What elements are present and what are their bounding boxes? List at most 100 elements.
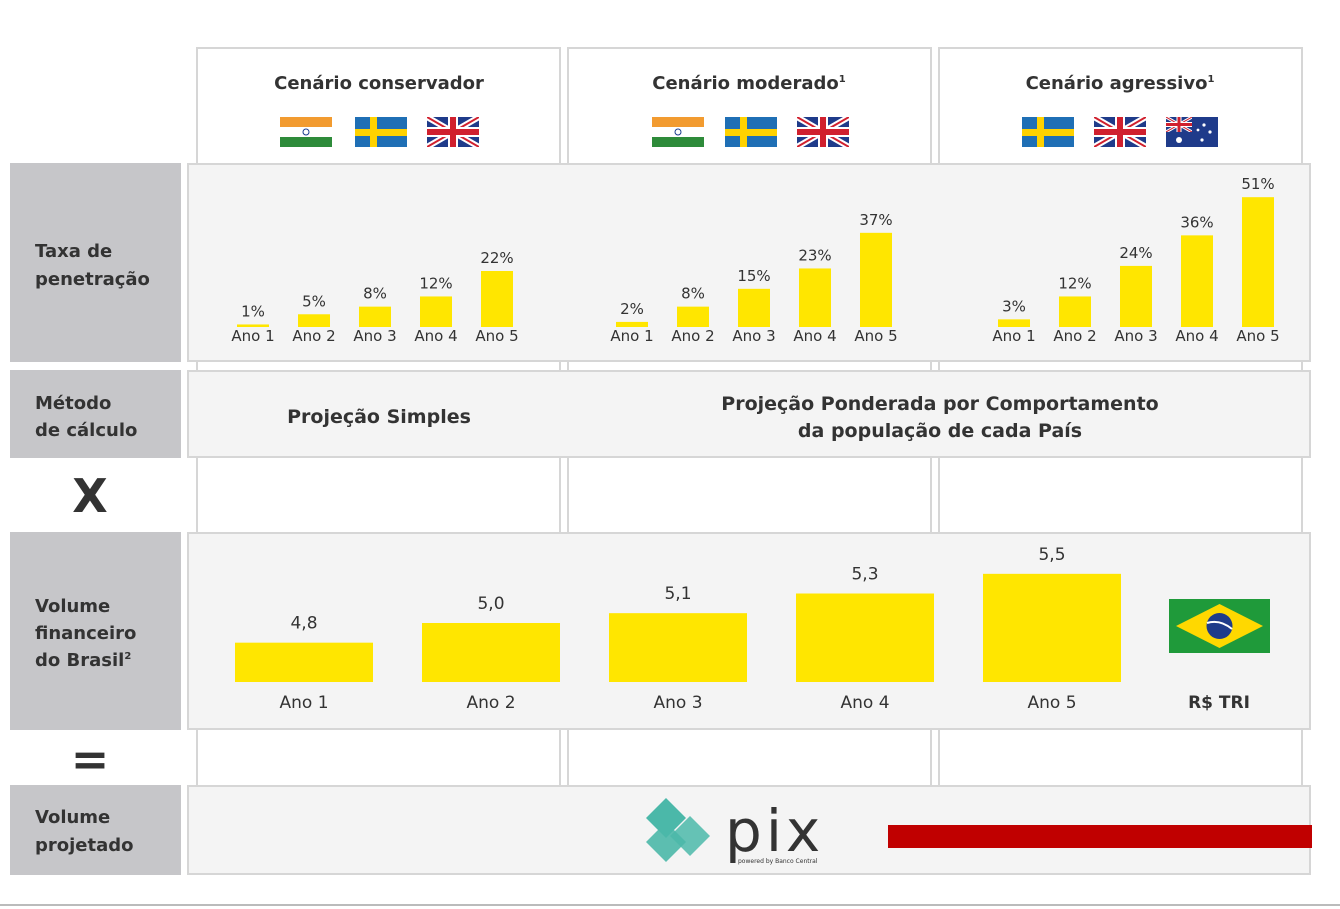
- flag: [1166, 117, 1218, 147]
- bar: [677, 306, 709, 327]
- flag: [797, 117, 849, 147]
- method-line: Projeção Simples: [287, 406, 471, 428]
- x-tick-label: Ano 4: [840, 693, 889, 713]
- redaction-bar: [888, 825, 1312, 848]
- bar-value-label: 36%: [1180, 213, 1213, 231]
- row-box: [187, 163, 1311, 362]
- x-tick-label: Ano 3: [653, 693, 702, 713]
- x-tick-label: Ano 1: [231, 327, 274, 345]
- x-tick-label: Ano 2: [292, 327, 335, 345]
- x-tick-label: Ano 2: [671, 327, 714, 345]
- logo-tagline: powered by Banco Central: [738, 858, 818, 865]
- bar: [420, 296, 452, 327]
- bar: [1120, 265, 1152, 327]
- x-tick-label: Ano 5: [1027, 693, 1076, 713]
- x-tick-label: Ano 3: [732, 327, 775, 345]
- column-title: Cenário conservador: [274, 73, 484, 94]
- bar: [738, 288, 770, 327]
- row-label-box: [10, 785, 181, 875]
- row-label-line: Método: [35, 393, 111, 414]
- flag: [1022, 117, 1074, 147]
- bar: [983, 573, 1121, 682]
- row-label-box: [10, 532, 181, 730]
- bar: [796, 593, 934, 682]
- flag: [427, 117, 479, 147]
- row-label-line: financeiro: [35, 623, 136, 644]
- row-label-line: projetado: [35, 835, 134, 856]
- bar: [1181, 235, 1213, 327]
- row-label-line: de cálculo: [35, 420, 137, 441]
- footnote-mark: 1: [839, 74, 846, 85]
- unit-label: R$ TRI: [1188, 693, 1250, 713]
- bar-value-label: 23%: [798, 246, 831, 264]
- x-tick-label: Ano 2: [1053, 327, 1096, 345]
- bar-value-label: 15%: [737, 267, 770, 285]
- bar-value-label: 12%: [419, 274, 452, 292]
- x-tick-label: Ano 4: [793, 327, 836, 345]
- bar-value-label: 12%: [1058, 274, 1091, 292]
- row-label: Método de cálculo: [35, 393, 137, 441]
- flag: [652, 117, 704, 147]
- row-label-box: [10, 370, 181, 458]
- x-tick-label: Ano 4: [1175, 327, 1218, 345]
- logo-name: pix: [725, 797, 824, 865]
- column-title-text: Cenário conservador: [274, 73, 484, 94]
- bar: [237, 324, 269, 327]
- pix-logo: pix powered by Banco Central: [646, 797, 824, 865]
- bar-value-label: 37%: [859, 211, 892, 229]
- x-tick-label: Ano 5: [475, 327, 518, 345]
- flag: [1094, 117, 1146, 147]
- x-tick-label: Ano 5: [1236, 327, 1279, 345]
- bar-value-label: 51%: [1241, 175, 1274, 193]
- method-text: Projeção Ponderada por Comportamento da p…: [721, 393, 1158, 442]
- footnote-mark: 1: [1207, 74, 1214, 85]
- method-text: Projeção Simples: [287, 406, 471, 428]
- row-box: [187, 370, 1311, 458]
- column-title-text: Cenário agressivo: [1026, 73, 1208, 94]
- bar: [359, 306, 391, 327]
- row-label-line: Volume: [35, 596, 110, 617]
- bar: [422, 623, 560, 682]
- method-line: Projeção Ponderada por Comportamento: [721, 393, 1158, 415]
- row-label-line: penetração: [35, 269, 150, 290]
- bar: [616, 321, 648, 327]
- column-title-text: Cenário moderado: [652, 73, 839, 94]
- flag: [355, 117, 407, 147]
- method-line: da população de cada País: [798, 420, 1082, 442]
- column-title: Cenário moderado1: [652, 73, 846, 94]
- bar-value-label: 24%: [1119, 244, 1152, 262]
- x-tick-label: Ano 4: [414, 327, 457, 345]
- bar: [799, 268, 831, 327]
- bottom-rule: [0, 904, 1340, 906]
- row-label-line: Taxa de: [35, 241, 112, 262]
- footnote-mark: 2: [124, 651, 131, 662]
- brazil-flag: [1169, 599, 1270, 653]
- x-tick-label: Ano 3: [1114, 327, 1157, 345]
- bar: [481, 271, 513, 327]
- bar-value-label: 5,0: [477, 594, 504, 614]
- row-label: Volume projetado: [35, 807, 134, 856]
- x-tick-label: Ano 1: [610, 327, 653, 345]
- bar-value-label: 2%: [620, 300, 644, 318]
- bar: [235, 642, 373, 682]
- row-label: Volume financeiro do Brasil2: [35, 596, 136, 671]
- bar-value-label: 4,8: [290, 614, 317, 634]
- bar: [860, 232, 892, 327]
- x-tick-label: Ano 2: [466, 693, 515, 713]
- bar-value-label: 22%: [480, 249, 513, 267]
- bar: [1059, 296, 1091, 327]
- bar: [298, 314, 330, 327]
- bar-value-label: 1%: [241, 302, 265, 320]
- flag: [280, 117, 332, 147]
- operator: X: [72, 469, 107, 523]
- row-label-line: do Brasil: [35, 650, 124, 671]
- bar: [1242, 197, 1274, 327]
- bar-value-label: 5%: [302, 292, 326, 310]
- bar-value-label: 3%: [1002, 297, 1026, 315]
- row-box: [187, 532, 1311, 730]
- bar-value-label: 8%: [363, 285, 387, 303]
- bar-value-label: 5,1: [664, 584, 691, 604]
- row-label: Taxa de penetração: [35, 241, 150, 290]
- flag: [725, 117, 777, 147]
